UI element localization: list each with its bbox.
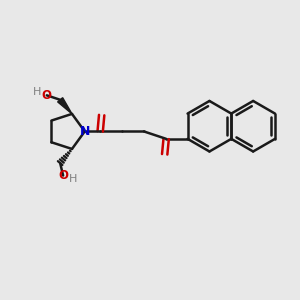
- Text: O: O: [42, 89, 52, 102]
- Text: N: N: [80, 125, 90, 138]
- Polygon shape: [58, 98, 72, 114]
- Text: H: H: [68, 174, 77, 184]
- Text: O: O: [58, 169, 68, 182]
- Text: H: H: [33, 87, 41, 98]
